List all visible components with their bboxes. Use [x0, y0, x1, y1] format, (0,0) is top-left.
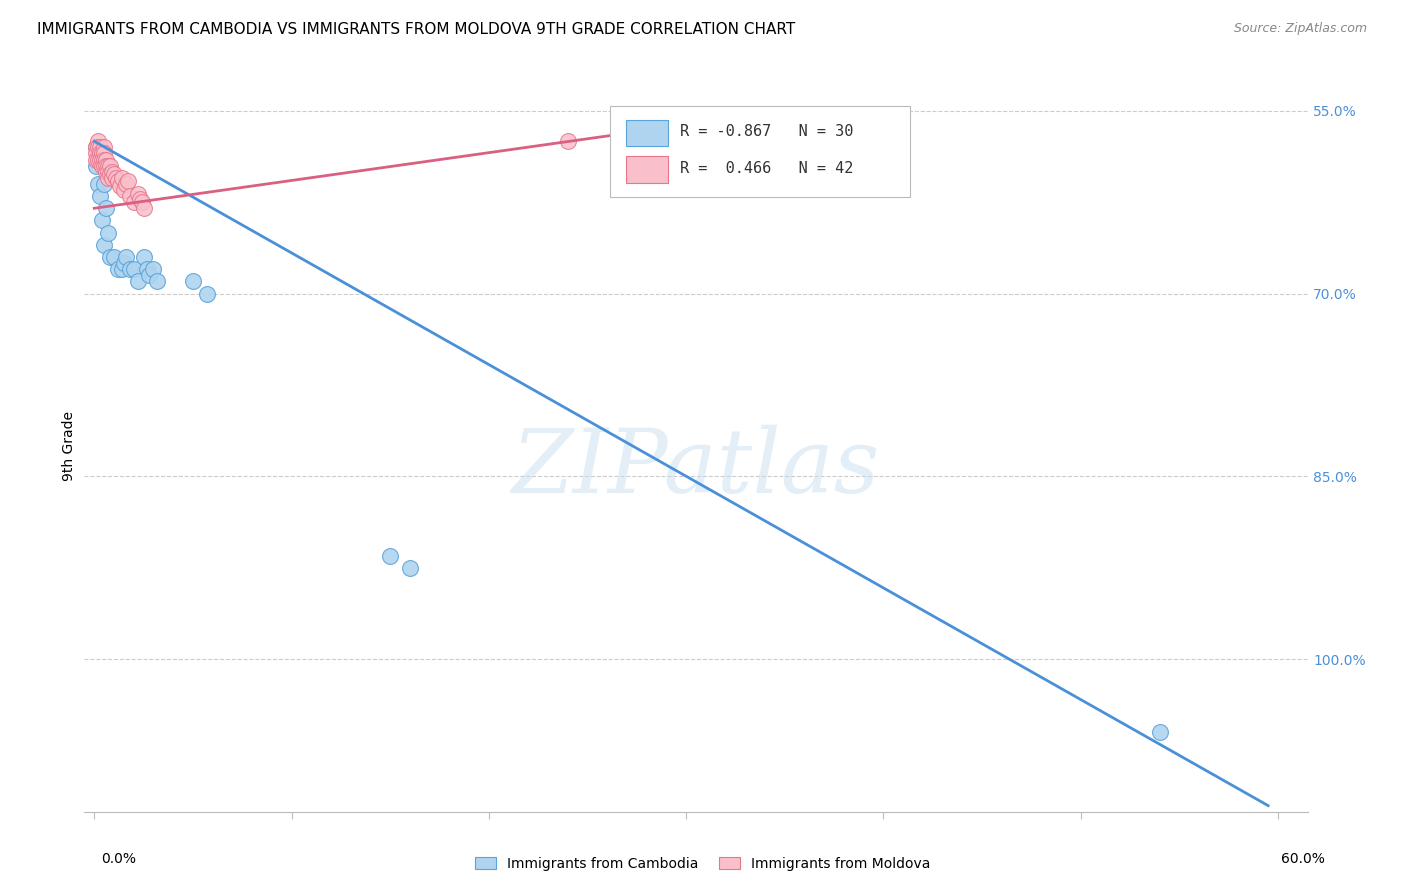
Point [107, 174, 129, 188]
Point [91, 213, 114, 227]
Point [118, 262, 141, 277]
Point [132, 250, 155, 264]
Point [91, 146, 114, 161]
Point [111, 262, 134, 277]
Text: R = -0.867   N = 30: R = -0.867 N = 30 [681, 124, 853, 139]
Point [380, 549, 402, 563]
Point [94, 153, 117, 167]
Point [114, 250, 136, 264]
Text: R =  0.466   N = 42: R = 0.466 N = 42 [681, 161, 853, 176]
FancyBboxPatch shape [626, 156, 668, 183]
Point [111, 170, 134, 185]
Point [87, 140, 110, 154]
Point [89, 146, 111, 161]
Text: 60.0%: 60.0% [1281, 852, 1324, 866]
Point [89, 140, 111, 154]
Point [94, 201, 117, 215]
Point [87, 146, 110, 161]
Point [138, 268, 160, 283]
Text: IMMIGRANTS FROM CAMBODIA VS IMMIGRANTS FROM MOLDOVA 9TH GRADE CORRELATION CHART: IMMIGRANTS FROM CAMBODIA VS IMMIGRANTS F… [37, 22, 794, 37]
Point [93, 146, 115, 161]
Point [101, 170, 124, 185]
Point [84, 140, 107, 154]
Point [84, 146, 107, 161]
Point [104, 170, 127, 185]
Point [1149, 725, 1171, 739]
Point [87, 177, 110, 191]
Legend: Immigrants from Cambodia, Immigrants from Moldova: Immigrants from Cambodia, Immigrants fro… [470, 851, 936, 876]
Point [97, 170, 120, 185]
Point [97, 159, 120, 173]
Point [142, 262, 165, 277]
Point [103, 250, 125, 264]
Point [136, 262, 159, 277]
Point [84, 153, 107, 167]
Point [101, 164, 124, 178]
Point [103, 167, 125, 181]
Point [131, 195, 153, 210]
FancyBboxPatch shape [610, 106, 910, 197]
Point [117, 174, 139, 188]
Point [93, 177, 115, 191]
Point [118, 189, 141, 203]
Point [112, 256, 135, 270]
Point [84, 140, 107, 154]
Point [181, 274, 204, 288]
Point [97, 164, 120, 178]
Point [91, 159, 114, 173]
Point [87, 134, 110, 148]
Point [93, 159, 115, 173]
Text: ZIPatlas: ZIPatlas [512, 425, 880, 511]
Point [98, 159, 121, 173]
Point [127, 186, 149, 201]
Point [122, 262, 145, 277]
Point [557, 134, 579, 148]
Point [93, 237, 115, 252]
Point [399, 561, 422, 575]
Point [97, 226, 120, 240]
Point [89, 153, 111, 167]
Point [91, 153, 114, 167]
Point [94, 159, 117, 173]
Point [195, 286, 218, 301]
Point [93, 140, 115, 154]
Text: Source: ZipAtlas.com: Source: ZipAtlas.com [1233, 22, 1367, 36]
Point [94, 164, 117, 178]
Point [108, 179, 131, 194]
Point [128, 192, 150, 206]
FancyBboxPatch shape [626, 120, 668, 146]
Point [87, 153, 110, 167]
Y-axis label: 9th Grade: 9th Grade [62, 411, 76, 481]
Point [114, 177, 136, 191]
Point [89, 189, 111, 203]
Point [98, 250, 121, 264]
Point [98, 167, 121, 181]
Text: 0.0%: 0.0% [101, 852, 136, 866]
Point [93, 153, 115, 167]
Point [132, 201, 155, 215]
Point [91, 146, 114, 161]
Point [146, 274, 169, 288]
Point [112, 183, 135, 197]
Point [122, 195, 145, 210]
Point [84, 159, 107, 173]
Point [107, 262, 129, 277]
Point [127, 274, 149, 288]
Point [636, 128, 658, 142]
